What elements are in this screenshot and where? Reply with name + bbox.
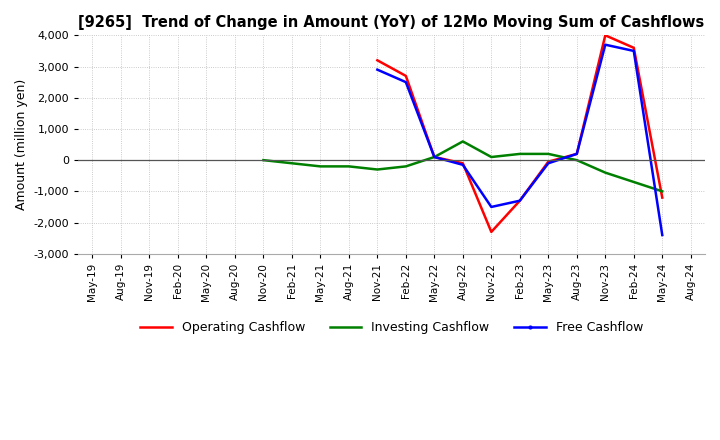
Operating Cashflow xyxy=(629,45,638,51)
Operating Cashflow xyxy=(516,198,524,203)
Investing Cashflow xyxy=(402,164,410,169)
Investing Cashflow xyxy=(629,180,638,185)
Line: Investing Cashflow: Investing Cashflow xyxy=(264,141,662,191)
Operating Cashflow xyxy=(402,73,410,78)
Investing Cashflow xyxy=(487,154,495,160)
Line: Operating Cashflow: Operating Cashflow xyxy=(377,35,662,232)
Investing Cashflow xyxy=(316,164,325,169)
Operating Cashflow xyxy=(544,159,553,165)
Operating Cashflow xyxy=(459,161,467,166)
Legend: Operating Cashflow, Investing Cashflow, Free Cashflow: Operating Cashflow, Investing Cashflow, … xyxy=(135,316,648,339)
Investing Cashflow xyxy=(430,154,438,160)
Operating Cashflow xyxy=(601,33,610,38)
Operating Cashflow xyxy=(572,151,581,157)
Investing Cashflow xyxy=(516,151,524,157)
Investing Cashflow xyxy=(601,170,610,175)
Operating Cashflow xyxy=(658,195,667,200)
Investing Cashflow xyxy=(259,158,268,163)
Investing Cashflow xyxy=(544,151,553,157)
Operating Cashflow xyxy=(430,154,438,160)
Investing Cashflow xyxy=(287,161,296,166)
Investing Cashflow xyxy=(572,158,581,163)
Operating Cashflow xyxy=(487,229,495,235)
Investing Cashflow xyxy=(658,189,667,194)
Investing Cashflow xyxy=(459,139,467,144)
Investing Cashflow xyxy=(373,167,382,172)
Operating Cashflow xyxy=(373,58,382,63)
Title: [9265]  Trend of Change in Amount (YoY) of 12Mo Moving Sum of Cashflows: [9265] Trend of Change in Amount (YoY) o… xyxy=(78,15,705,30)
Investing Cashflow xyxy=(345,164,354,169)
Y-axis label: Amount (million yen): Amount (million yen) xyxy=(15,79,28,210)
